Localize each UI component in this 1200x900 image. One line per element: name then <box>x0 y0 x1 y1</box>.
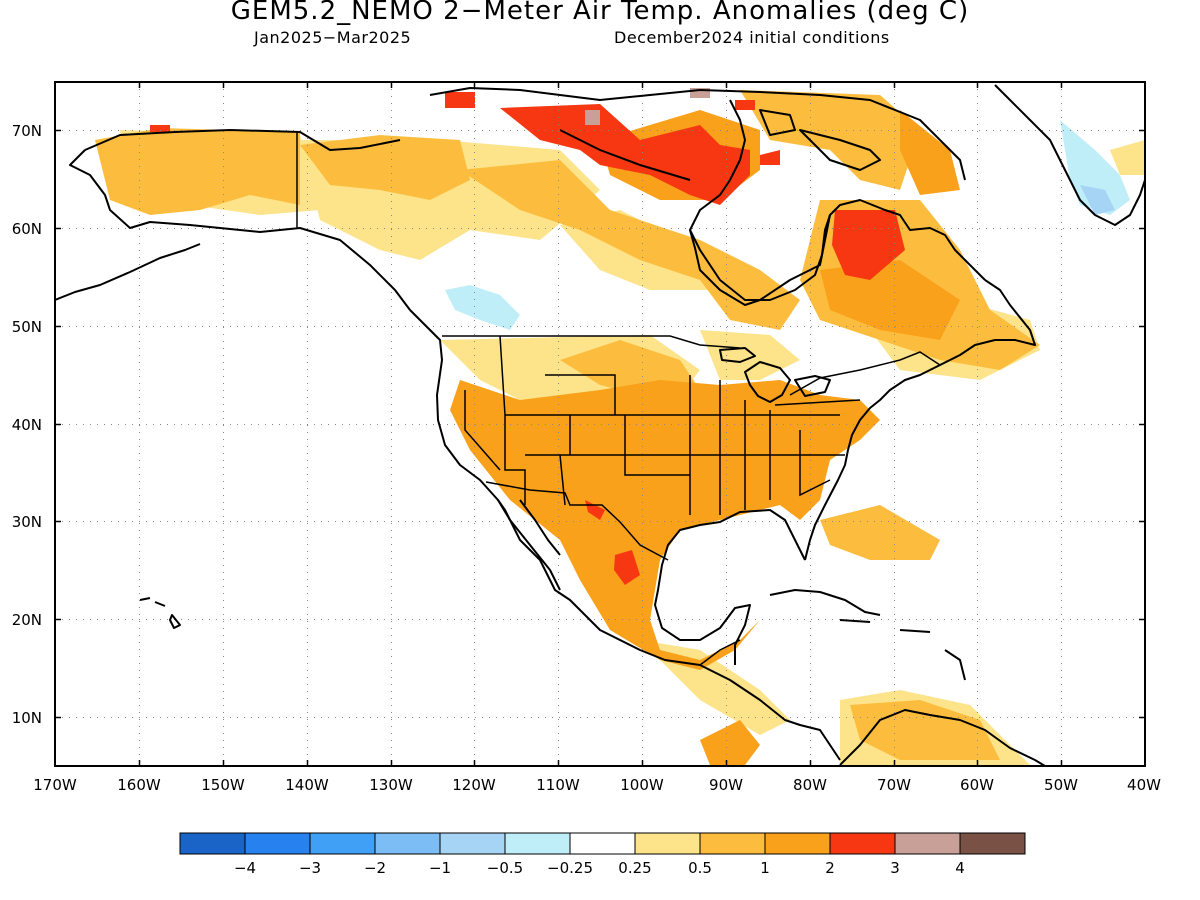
caribbean-islands <box>769 589 966 681</box>
political-borders <box>296 132 941 666</box>
us-state-lines <box>464 335 861 515</box>
arctic-islands <box>429 87 966 181</box>
atlantic-coast <box>804 279 1036 561</box>
legend-label: −0.25 <box>547 859 593 877</box>
hudson-bay-coast <box>689 214 831 301</box>
lat-label-40n: 40N <box>12 416 42 434</box>
legend-colorbar <box>179 832 1026 855</box>
lon-label-40w: 40W <box>1127 776 1161 794</box>
lon-label-140w: 140W <box>285 776 329 794</box>
legend-label: 4 <box>955 859 965 877</box>
lon-label-70w: 70W <box>877 776 911 794</box>
greenland-coast <box>994 84 1145 226</box>
legend-swatch <box>699 832 766 855</box>
legend-label: 1 <box>760 859 770 877</box>
lat-label-10n: 10N <box>12 709 42 727</box>
lon-label-50w: 50W <box>1044 776 1078 794</box>
legend-label: −2 <box>364 859 386 877</box>
lat-axis <box>55 129 1145 719</box>
legend-swatch <box>569 832 636 855</box>
legend-swatch <box>634 832 701 855</box>
map-plot-area <box>55 82 1145 766</box>
forecast-period: Jan2025−Mar2025 <box>254 28 412 47</box>
coastlines <box>55 84 1145 766</box>
legend-label: −4 <box>234 859 256 877</box>
legend-label: −1 <box>429 859 451 877</box>
legend-label: −0.5 <box>487 859 523 877</box>
lon-label-170w: 170W <box>33 776 77 794</box>
legend-swatch <box>504 832 571 855</box>
anomaly-fill-cold <box>1080 185 1115 215</box>
gulf-coast <box>654 509 806 665</box>
lon-axis <box>138 82 1063 766</box>
legend-swatch <box>894 832 961 855</box>
lat-label-50n: 50N <box>12 318 42 336</box>
baja-coast <box>497 499 561 591</box>
lon-label-80w: 80W <box>793 776 827 794</box>
lat-label-70n: 70N <box>12 122 42 140</box>
hawaii-islands <box>139 597 181 629</box>
mexico-interior <box>699 639 741 666</box>
legend-swatch <box>829 832 896 855</box>
lat-labels: 70N 60N 50N 40N 30N 20N 10N <box>12 122 42 727</box>
lat-label-30n: 30N <box>12 513 42 531</box>
legend-label: 0.25 <box>618 859 651 877</box>
legend-swatch <box>959 832 1026 855</box>
legend-label: −3 <box>299 859 321 877</box>
legend-label: 2 <box>825 859 835 877</box>
legend-swatch <box>309 832 376 855</box>
lon-label-120w: 120W <box>452 776 496 794</box>
pacific-coast <box>409 309 841 761</box>
lon-label-150w: 150W <box>201 776 245 794</box>
initial-conditions: December2024 initial conditions <box>614 28 890 47</box>
legend-swatch <box>374 832 441 855</box>
us-mexico-border <box>485 481 669 561</box>
legend-labels: −4 −3 −2 −1 −0.5 −0.25 0.25 0.5 1 2 3 4 <box>234 859 965 877</box>
lat-label-60n: 60N <box>12 220 42 238</box>
lon-labels: 170W 160W 150W 140W 130W 120W 110W 100W … <box>33 776 1161 794</box>
lon-label-100w: 100W <box>620 776 664 794</box>
lon-label-130w: 130W <box>369 776 413 794</box>
map-title: GEM5.2_NEMO 2−Meter Air Temp. Anomalies … <box>230 0 970 26</box>
south-america-coast <box>839 709 1046 766</box>
us-canada-border <box>442 335 941 396</box>
legend-swatch <box>439 832 506 855</box>
anomaly-fill-cool <box>445 120 1130 330</box>
lon-label-160w: 160W <box>117 776 161 794</box>
legend-swatch <box>244 832 311 855</box>
legend-label: 0.5 <box>688 859 712 877</box>
lon-label-90w: 90W <box>709 776 743 794</box>
lat-label-20n: 20N <box>12 611 42 629</box>
alaska-coast <box>69 129 411 311</box>
lon-label-60w: 60W <box>960 776 994 794</box>
labrador-coast <box>689 99 986 306</box>
legend-label: 3 <box>890 859 900 877</box>
great-lakes <box>719 347 831 403</box>
aleutian-coast <box>55 243 201 301</box>
legend-swatch <box>179 832 246 855</box>
legend-swatch <box>764 832 831 855</box>
lon-label-110w: 110W <box>536 776 580 794</box>
